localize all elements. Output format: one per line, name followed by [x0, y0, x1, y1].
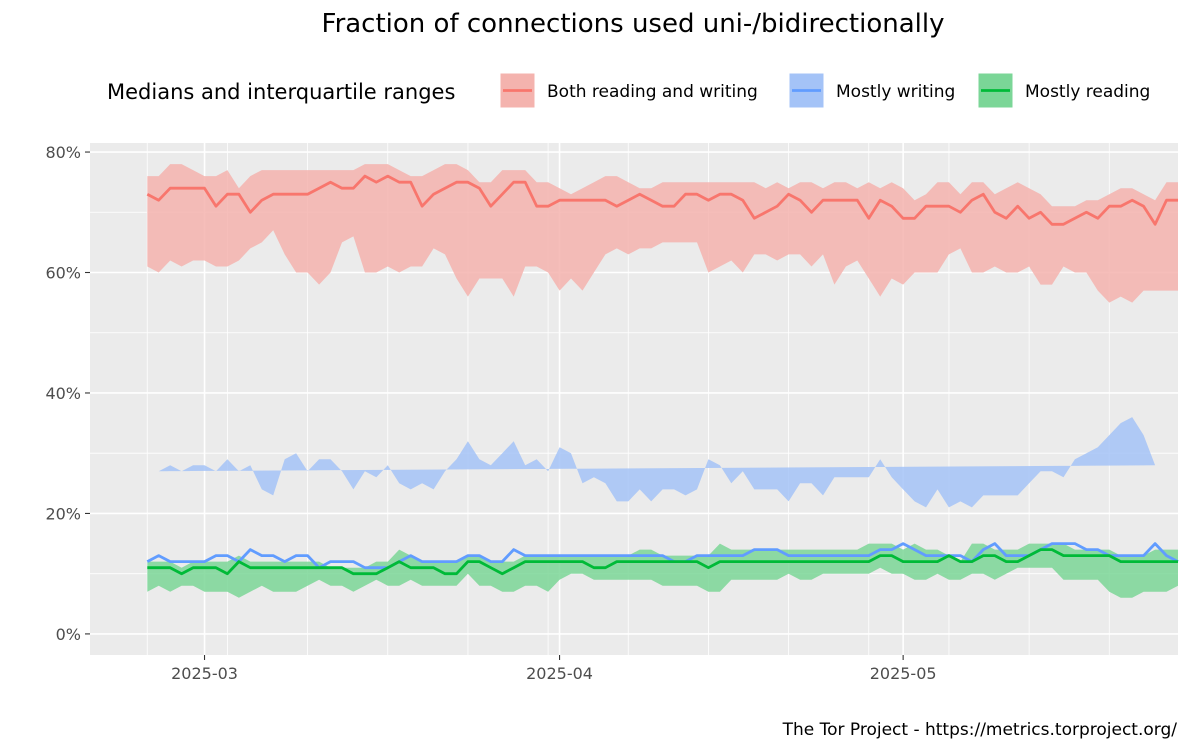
- x-tick-label: 2025-05: [870, 664, 937, 683]
- median-lines: [146, 174, 1179, 576]
- x-tick-label: 2025-03: [171, 664, 238, 683]
- legend-label: Mostly writing: [836, 82, 955, 102]
- legend-item: Mostly writing: [788, 72, 955, 109]
- y-tick-label: 80%: [45, 143, 81, 162]
- legend-label: Both reading and writing: [547, 82, 758, 102]
- median-line-3: [147, 548, 1178, 576]
- x-tick-label: 2025-04: [526, 664, 593, 683]
- legend-item: Mostly reading: [977, 72, 1150, 109]
- iqr-band-1: [147, 164, 1178, 303]
- caption: The Tor Project - https://metrics.torpro…: [782, 720, 1178, 740]
- axes: 0% 20% 40% 60% 80% 2025-03 2025-04 2025-05: [45, 143, 936, 683]
- y-tick-label: 40%: [45, 384, 81, 403]
- legend: Medians and interquartile ranges Both re…: [107, 72, 1150, 109]
- y-tick-label: 20%: [45, 504, 81, 523]
- median-line-1: [146, 174, 1178, 226]
- chart-title: Fraction of connections used uni-/bidire…: [322, 9, 945, 39]
- iqr-band-2: [147, 417, 1156, 508]
- legend-title: Medians and interquartile ranges: [107, 80, 455, 104]
- y-tick-label: 60%: [45, 264, 81, 283]
- y-tick-label: 0%: [56, 625, 81, 644]
- legend-item: Both reading and writing: [499, 72, 758, 109]
- legend-label: Mostly reading: [1025, 82, 1150, 102]
